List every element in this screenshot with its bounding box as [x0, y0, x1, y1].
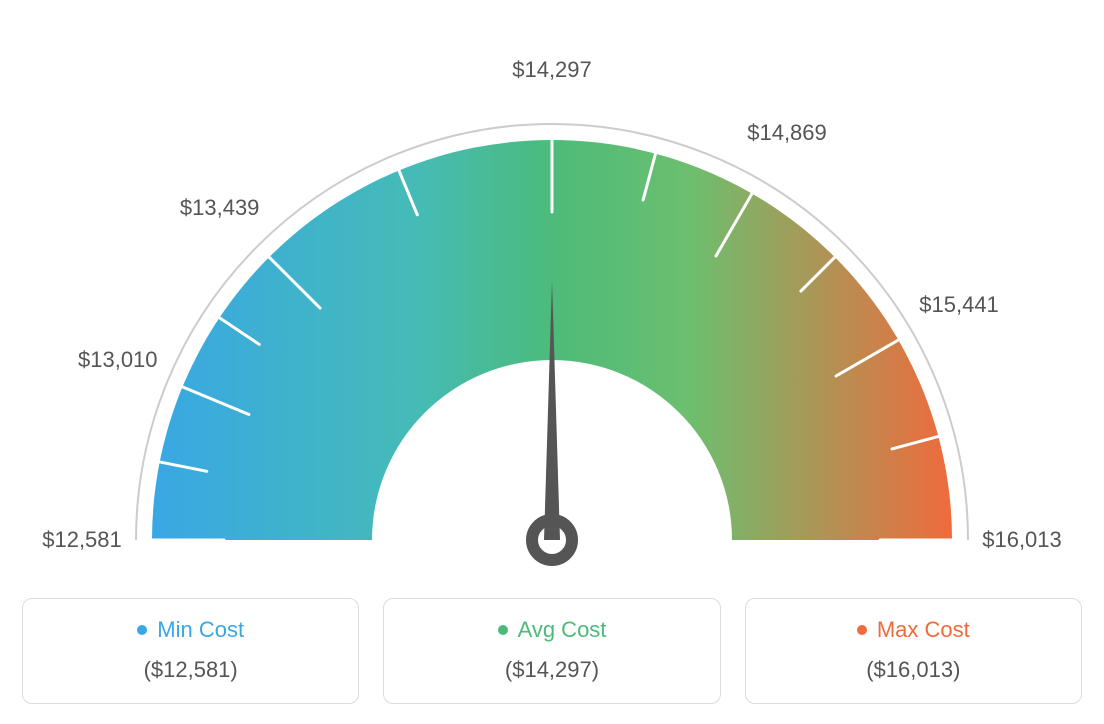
gauge-container: $12,581 $13,010 $13,439 $14,297 $14,869 $15,4… [22, 20, 1082, 580]
gauge-tick-label: $12,581 [42, 527, 122, 553]
legend-title-max: Max Cost [857, 617, 970, 643]
legend-row: Min Cost ($12,581) Avg Cost ($14,297) Ma… [22, 598, 1082, 704]
legend-card-avg: Avg Cost ($14,297) [383, 598, 720, 704]
legend-card-min: Min Cost ($12,581) [22, 598, 359, 704]
gauge-tick-label: $14,869 [747, 120, 827, 146]
legend-title-text: Max Cost [877, 617, 970, 643]
dot-icon [498, 625, 508, 635]
legend-title-min: Min Cost [137, 617, 244, 643]
legend-value-min: ($12,581) [33, 657, 348, 683]
gauge-tick-label: $16,013 [982, 527, 1062, 553]
legend-title-avg: Avg Cost [498, 617, 607, 643]
legend-value-avg: ($14,297) [394, 657, 709, 683]
dot-icon [137, 625, 147, 635]
legend-card-max: Max Cost ($16,013) [745, 598, 1082, 704]
gauge-tick-label: $14,297 [512, 57, 592, 83]
legend-title-text: Avg Cost [518, 617, 607, 643]
legend-value-max: ($16,013) [756, 657, 1071, 683]
gauge-tick-label: $13,010 [78, 347, 158, 373]
gauge-tick-label: $13,439 [180, 195, 260, 221]
dot-icon [857, 625, 867, 635]
gauge-tick-label: $15,441 [919, 292, 999, 318]
legend-title-text: Min Cost [157, 617, 244, 643]
